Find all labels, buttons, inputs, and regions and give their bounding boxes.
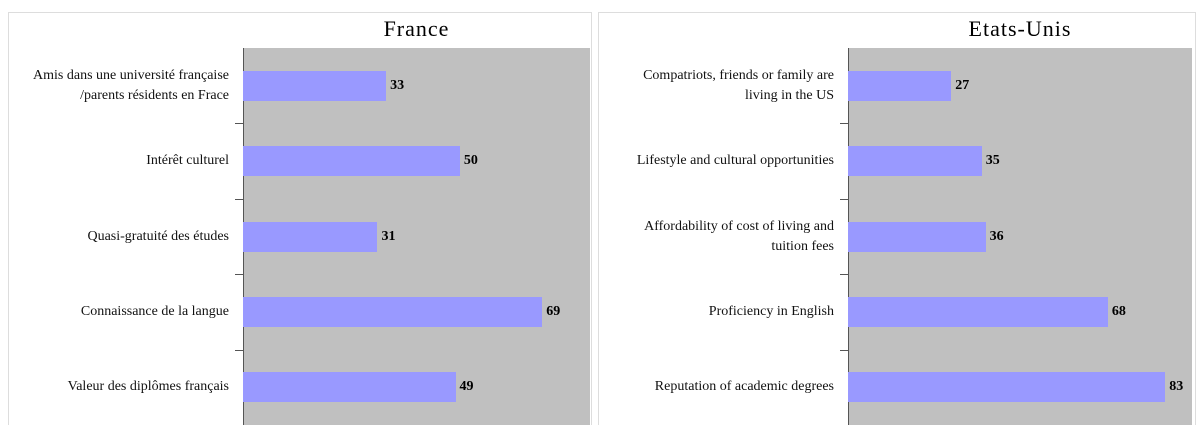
value-label: 33 [390, 77, 405, 93]
bar [243, 146, 460, 177]
panel [8, 12, 592, 425]
bar [848, 372, 1166, 403]
chart-title: Etats-Unis [968, 16, 1072, 41]
bar [243, 221, 378, 252]
bar [848, 70, 952, 101]
category-label: Intérêt culturel [146, 153, 229, 169]
bar [848, 146, 982, 177]
axis-tick [235, 349, 243, 351]
category-label: Amis dans une université française /pare… [33, 67, 229, 103]
category-label: Quasi-gratuité des études [87, 228, 229, 244]
value-label: 69 [546, 303, 561, 319]
panel [598, 12, 1196, 425]
category-label: Proficiency in English [708, 303, 834, 319]
category-label: Lifestyle and cultural opportunities [636, 153, 834, 169]
category-label: Compatriots, friends or family are livin… [643, 67, 834, 103]
axis-tick [840, 274, 848, 276]
value-label: 36 [989, 228, 1004, 244]
bar [848, 296, 1108, 327]
value-label: 49 [459, 379, 474, 395]
category-label: Valeur des diplômes français [67, 379, 229, 395]
category-label: Reputation of academic degrees [654, 379, 834, 395]
bar [243, 70, 387, 101]
value-label: 27 [955, 77, 970, 93]
value-label: 50 [463, 153, 478, 169]
axis-tick [840, 198, 848, 200]
axis-tick [235, 274, 243, 276]
value-label: 31 [381, 228, 396, 244]
bar [243, 296, 543, 327]
bar [243, 372, 456, 403]
axis-tick [840, 349, 848, 351]
value-label: 83 [1169, 379, 1184, 395]
bar [848, 221, 986, 252]
value-label: 35 [985, 153, 1000, 169]
value-label: 68 [1111, 303, 1126, 319]
chart-title: France [383, 16, 450, 41]
category-label: Connaissance de la langue [80, 303, 229, 319]
category-label: Affordability of cost of living and tuit… [644, 218, 834, 254]
axis-tick [235, 123, 243, 125]
axis-tick [840, 123, 848, 125]
axis-tick [235, 198, 243, 200]
